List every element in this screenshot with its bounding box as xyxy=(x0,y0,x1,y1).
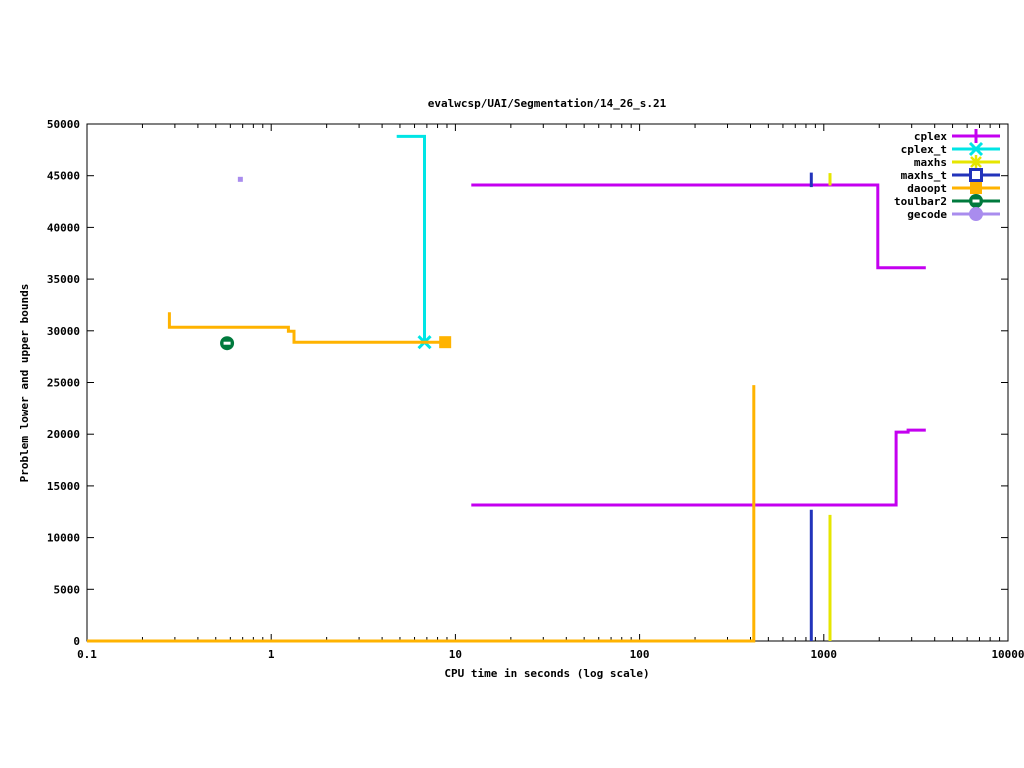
x-axis-label: CPU time in seconds (log scale) xyxy=(444,667,649,680)
series-line-daoopt xyxy=(167,312,446,344)
point-marker-gecode-rect xyxy=(237,176,243,182)
y-tick-label: 35000 xyxy=(47,273,80,286)
legend-label-maxhs: maxhs xyxy=(914,156,947,169)
legend-marker-daoopt-rect xyxy=(970,182,982,194)
y-tick-label: 40000 xyxy=(47,221,80,234)
point-marker-gecode xyxy=(237,176,243,182)
y-tick-label: 20000 xyxy=(47,428,80,441)
plot-border xyxy=(86,123,1009,642)
legend-marker-cplex_t xyxy=(968,141,984,157)
legend-label-toulbar2: toulbar2 xyxy=(894,195,947,208)
legend-marker-daoopt xyxy=(970,182,982,194)
y-tick-label: 10000 xyxy=(47,532,80,545)
legend-marker-maxhs-stroke xyxy=(970,156,982,168)
plot-area: 0.1 1 10 100 1000 10000 0 5000 10000 15000 20000 25… xyxy=(47,118,1024,661)
legend-marker-toulbar2-rect xyxy=(972,199,980,203)
legend-marker-cplex_t-stroke xyxy=(968,141,984,157)
point-marker-toulbar2-rect xyxy=(223,341,231,345)
y-tick-label: 5000 xyxy=(54,583,81,596)
y-tick-label: 50000 xyxy=(47,118,80,131)
x-tick-label: 0.1 xyxy=(77,648,97,661)
legend-marker-toulbar2 xyxy=(969,194,983,208)
legend-marker-gecode-circle xyxy=(969,207,983,221)
y-tick-label: 45000 xyxy=(47,170,80,183)
series-line-cplex xyxy=(471,428,926,507)
x-tick-label: 10 xyxy=(449,648,462,661)
x-tick-label: 1 xyxy=(268,648,275,661)
legend-label-daoopt: daoopt xyxy=(907,182,947,195)
legend-marker-gecode xyxy=(969,207,983,221)
point-marker-daoopt-rect xyxy=(439,336,452,349)
y-axis-label: Problem lower and upper bounds xyxy=(18,284,31,483)
y-tick-label: 0 xyxy=(73,635,80,648)
series-line-cplex xyxy=(471,183,926,270)
point-marker-toulbar2 xyxy=(220,336,235,351)
legend-label-cplex_t: cplex_t xyxy=(901,143,947,156)
y-tick-label: 25000 xyxy=(47,377,80,390)
y-tick-label: 30000 xyxy=(47,325,80,338)
legend-marker-maxhs_t-rect xyxy=(969,168,983,182)
y-tick-label: 15000 xyxy=(47,480,80,493)
legend-marker-maxhs xyxy=(970,155,982,169)
point-marker-daoopt xyxy=(439,336,452,349)
legend-label-gecode: gecode xyxy=(907,208,947,221)
chart-title: evalwcsp/UAI/Segmentation/14_26_s.21 xyxy=(428,97,667,110)
legend-label-cplex: cplex xyxy=(914,130,947,143)
series-line-cplex_t xyxy=(396,134,426,343)
legend-label-maxhs_t: maxhs_t xyxy=(901,169,947,182)
x-tick-label: 10000 xyxy=(991,648,1024,661)
legend-marker-maxhs_t xyxy=(969,168,983,182)
x-tick-label: 1000 xyxy=(811,648,838,661)
series-line-daoopt xyxy=(87,385,756,643)
x-tick-label: 100 xyxy=(630,648,650,661)
legend-marker-cplex xyxy=(969,129,983,143)
